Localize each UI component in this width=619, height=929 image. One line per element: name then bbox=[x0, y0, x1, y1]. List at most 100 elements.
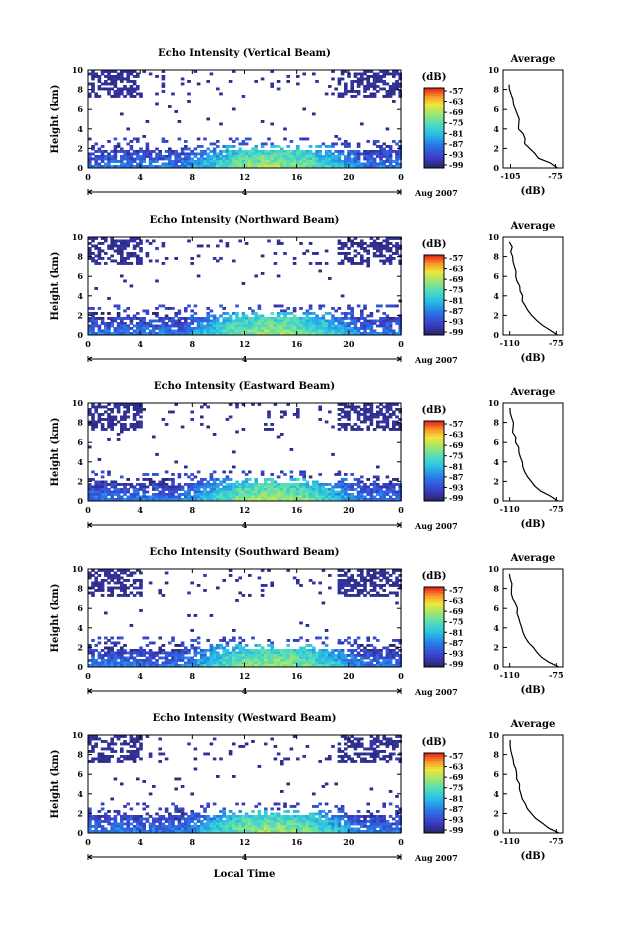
y-tick-label: 8 bbox=[77, 85, 83, 95]
profile-x-label: (dB) bbox=[521, 685, 546, 696]
profile-frame bbox=[502, 402, 564, 502]
profile-x-label: (dB) bbox=[521, 353, 546, 364]
profile-y-tick-label: 8 bbox=[493, 85, 499, 95]
profile-title: Average bbox=[510, 719, 556, 730]
profile-line bbox=[508, 573, 560, 668]
date-suffix: Aug 2007 bbox=[414, 853, 458, 863]
y-tick-label: 6 bbox=[77, 104, 83, 114]
x-axis-label: Local Time bbox=[214, 869, 276, 880]
profile-x-label: (dB) bbox=[521, 519, 546, 530]
colorbar-tick-label: -69 bbox=[449, 107, 464, 117]
y-tick-label: 0 bbox=[77, 163, 83, 173]
colorbar-tick-label: -81 bbox=[449, 793, 463, 803]
y-axis-label: Height (km) bbox=[50, 85, 61, 154]
date-label: 4 bbox=[242, 520, 248, 530]
profile-y-tick-label: 6 bbox=[493, 437, 499, 447]
colorbar-tick-label: -69 bbox=[449, 772, 464, 782]
colorbar-tick-label: -87 bbox=[449, 638, 463, 648]
date-label: 4 bbox=[242, 686, 248, 696]
profile-y-tick-label: 6 bbox=[493, 271, 499, 281]
y-tick-label: 4 bbox=[77, 457, 83, 467]
profile-line bbox=[508, 84, 558, 169]
x-tick-label: 20 bbox=[343, 505, 355, 515]
y-tick-label: 8 bbox=[77, 750, 83, 760]
x-tick-label: 0 bbox=[85, 172, 91, 182]
x-tick-label: 8 bbox=[190, 172, 196, 182]
heatmap-cells bbox=[88, 735, 402, 833]
colorbar-tick-label: -87 bbox=[449, 306, 463, 316]
colorbar-tick-label: -93 bbox=[449, 149, 464, 159]
x-tick-label: 12 bbox=[239, 671, 250, 681]
colorbar-tick-label: -75 bbox=[449, 617, 463, 627]
profile-x-tick-label: -75 bbox=[549, 504, 563, 514]
colorbar-tick-label: -57 bbox=[449, 253, 463, 263]
profile-line bbox=[509, 739, 560, 834]
profile-title: Average bbox=[510, 221, 556, 232]
colorbar-tick-label: -99 bbox=[449, 825, 464, 835]
date-suffix: Aug 2007 bbox=[414, 687, 458, 697]
profile-y-tick-label: 8 bbox=[493, 418, 499, 428]
x-tick-label: 20 bbox=[343, 837, 355, 847]
profile-x-tick-label: -110 bbox=[500, 670, 520, 680]
y-axis-label: Height (km) bbox=[50, 418, 61, 487]
profile-x-tick-label: -105 bbox=[500, 171, 520, 181]
colorbar-tick-label: -87 bbox=[449, 472, 463, 482]
colorbar-tick-label: -81 bbox=[449, 627, 463, 637]
panel-5: Echo Intensity (Westward Beam)0 4 8 12 16 20 0… bbox=[50, 713, 564, 880]
colorbar-label: (dB) bbox=[422, 405, 447, 416]
colorbar-label: (dB) bbox=[422, 239, 447, 250]
y-axis-label: Height (km) bbox=[50, 252, 61, 321]
colorbar bbox=[423, 254, 445, 336]
y-tick-label: 6 bbox=[77, 437, 83, 447]
x-tick-label: 8 bbox=[190, 505, 196, 515]
colorbar-tick-label: -81 bbox=[449, 128, 463, 138]
profile-title: Average bbox=[510, 387, 556, 398]
profile-frame bbox=[502, 69, 564, 169]
colorbar-tick-label: -75 bbox=[449, 451, 463, 461]
x-tick-label: 0 bbox=[398, 505, 404, 515]
colorbar-tick-label: -99 bbox=[449, 327, 464, 337]
y-tick-label: 2 bbox=[77, 143, 83, 153]
colorbar-tick-label: -75 bbox=[449, 285, 463, 295]
profile-x-tick-label: -110 bbox=[500, 338, 520, 348]
profile-y-tick-label: 0 bbox=[493, 330, 499, 340]
x-tick-label: 0 bbox=[85, 837, 91, 847]
profile-y-tick-label: 4 bbox=[493, 124, 499, 134]
profile-y-tick-label: 10 bbox=[488, 730, 500, 740]
colorbar-tick-label: -63 bbox=[449, 430, 464, 440]
y-tick-label: 0 bbox=[77, 496, 83, 506]
profile-y-tick-label: 8 bbox=[493, 750, 499, 760]
profile-frame bbox=[502, 734, 564, 834]
y-tick-label: 6 bbox=[77, 271, 83, 281]
x-tick-label: 8 bbox=[190, 339, 196, 349]
colorbar bbox=[423, 87, 445, 169]
colorbar-tick-label: -63 bbox=[449, 97, 464, 107]
y-tick-label: 2 bbox=[77, 642, 83, 652]
x-tick-label: 16 bbox=[291, 671, 303, 681]
date-label: 4 bbox=[242, 852, 248, 862]
profile-title: Average bbox=[510, 553, 556, 564]
x-tick-label: 4 bbox=[137, 339, 143, 349]
colorbar-tick-label: -57 bbox=[449, 419, 463, 429]
profile-y-tick-label: 6 bbox=[493, 769, 499, 779]
x-tick-label: 20 bbox=[343, 172, 355, 182]
colorbar-tick-label: -93 bbox=[449, 482, 464, 492]
x-tick-label: 12 bbox=[239, 172, 250, 182]
profile-y-tick-label: 6 bbox=[493, 104, 499, 114]
profile-y-tick-label: 8 bbox=[493, 252, 499, 262]
y-tick-label: 0 bbox=[77, 330, 83, 340]
y-tick-label: 4 bbox=[77, 291, 83, 301]
profile-y-tick-label: 4 bbox=[493, 291, 499, 301]
profile-line bbox=[509, 407, 559, 502]
colorbar-tick-label: -63 bbox=[449, 264, 464, 274]
heatmap-cells bbox=[88, 569, 402, 667]
profile-y-tick-label: 10 bbox=[488, 398, 500, 408]
x-tick-label: 16 bbox=[291, 505, 303, 515]
x-tick-label: 0 bbox=[85, 339, 91, 349]
date-label: 4 bbox=[242, 187, 248, 197]
colorbar-tick-label: -57 bbox=[449, 86, 463, 96]
colorbar-tick-label: -99 bbox=[449, 160, 464, 170]
profile-x-label: (dB) bbox=[521, 851, 546, 862]
profile-x-tick-label: -110 bbox=[500, 836, 520, 846]
